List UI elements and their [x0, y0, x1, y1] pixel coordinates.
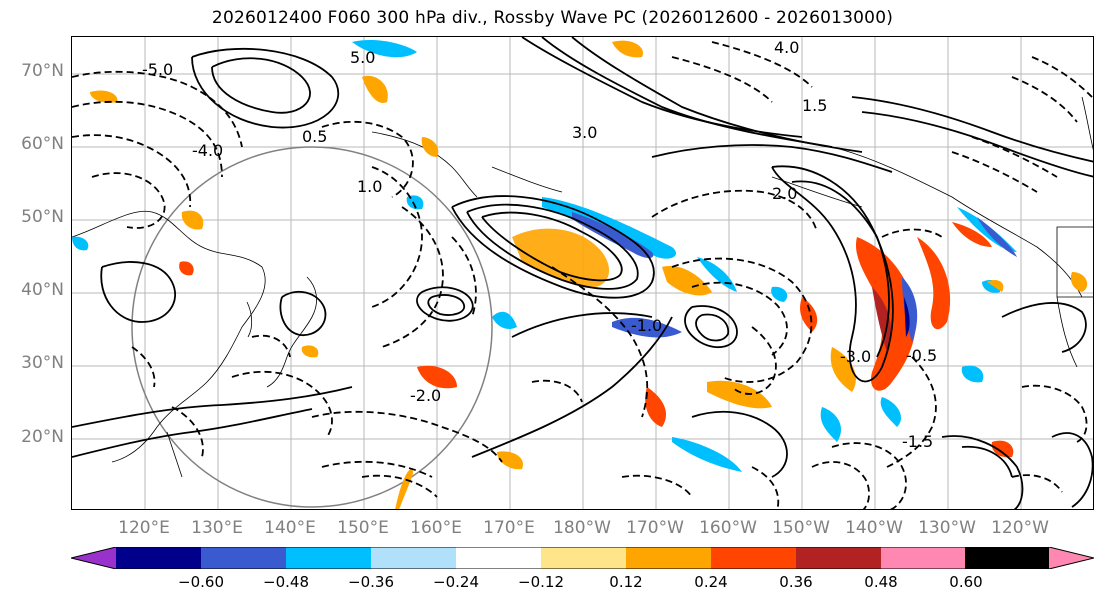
- colorbar-segment: [201, 547, 287, 569]
- contour-label: 2.0: [772, 184, 797, 203]
- colorbar-segment: [711, 547, 797, 569]
- colorbar-tick-label: −0.60: [178, 573, 224, 591]
- contour-label: 3.0: [572, 123, 597, 142]
- contour-label: 5.0: [350, 48, 375, 67]
- lon-label-120w: 120°W: [991, 518, 1049, 538]
- contour-label: -4.0: [192, 141, 223, 160]
- contour-label: -3.0: [840, 347, 871, 366]
- solid-contours: [72, 37, 1093, 509]
- colorbar-segment: [965, 547, 1049, 569]
- colorbar-tick-label: 0.60: [949, 573, 983, 591]
- lon-label-140e: 140°E: [264, 518, 316, 538]
- colorbar-segment: [796, 547, 882, 569]
- colorbar-segment: [541, 547, 627, 569]
- lat-label-50n: 50°N: [21, 207, 64, 227]
- colorbar-tick-label: 0.12: [609, 573, 643, 591]
- reference-circle: [131, 146, 493, 508]
- lon-label-160e: 160°E: [410, 518, 462, 538]
- contour-labels: 5.0 4.0 3.0 2.0 1.5 1.0 0.5 -0.5 -1.0 -1…: [142, 38, 937, 451]
- lon-label-130w: 130°W: [918, 518, 976, 538]
- lat-label-20n: 20°N: [21, 427, 64, 447]
- lon-label-170e: 170°E: [483, 518, 535, 538]
- contour-label: 1.0: [357, 177, 382, 196]
- lon-label-140w: 140°W: [845, 518, 903, 538]
- contour-label: 4.0: [774, 38, 799, 57]
- lat-label-70n: 70°N: [21, 61, 64, 81]
- contour-label: -2.0: [410, 386, 441, 405]
- lon-label-180w: 180°W: [553, 518, 611, 538]
- colorbar-tick-label: 0.36: [779, 573, 813, 591]
- colorbar-tick-label: −0.36: [348, 573, 394, 591]
- colorbar-tick-label: −0.12: [518, 573, 564, 591]
- colorbar-extend-min: [71, 547, 116, 569]
- lat-label-40n: 40°N: [21, 280, 64, 300]
- lon-label-150e: 150°E: [337, 518, 389, 538]
- lat-label-30n: 30°N: [21, 353, 64, 373]
- lon-label-130e: 130°E: [191, 518, 243, 538]
- contour-label: -0.5: [906, 346, 937, 365]
- colorbar-tick-label: 0.48: [864, 573, 898, 591]
- colorbar-tick-label: −0.48: [263, 573, 309, 591]
- map-panel: 5.0 4.0 3.0 2.0 1.5 1.0 0.5 -0.5 -1.0 -1…: [71, 36, 1094, 510]
- lon-label-170w: 170°W: [626, 518, 684, 538]
- contour-label: -1.5: [902, 432, 933, 451]
- contour-label: -1.0: [631, 316, 662, 335]
- colorbar-tick-label: 0.24: [694, 573, 728, 591]
- lat-label-60n: 60°N: [21, 134, 64, 154]
- colorbar: [71, 547, 1094, 569]
- contour-label: 0.5: [302, 127, 327, 146]
- lon-label-160w: 160°W: [699, 518, 757, 538]
- map-title: 2026012400 F060 300 hPa div., Rossby Wav…: [211, 8, 894, 28]
- colorbar-segment: [286, 547, 372, 569]
- colorbar-extend-max: [1049, 547, 1094, 569]
- lon-label-150w: 150°W: [772, 518, 830, 538]
- contour-label: -5.0: [142, 60, 173, 79]
- colorbar-segment: [881, 547, 965, 569]
- colorbar-tick-label: −0.24: [433, 573, 479, 591]
- contour-label: 1.5: [802, 96, 827, 115]
- map-plot: 5.0 4.0 3.0 2.0 1.5 1.0 0.5 -0.5 -1.0 -1…: [72, 37, 1093, 509]
- colorbar-segment: [371, 547, 457, 569]
- colorbar-segment: [626, 547, 712, 569]
- colorbar-segment: [456, 547, 542, 569]
- divergence-shading: [72, 40, 1088, 509]
- lon-label-120e: 120°E: [118, 518, 170, 538]
- dashed-contours: [72, 41, 1093, 509]
- colorbar-segment: [116, 547, 202, 569]
